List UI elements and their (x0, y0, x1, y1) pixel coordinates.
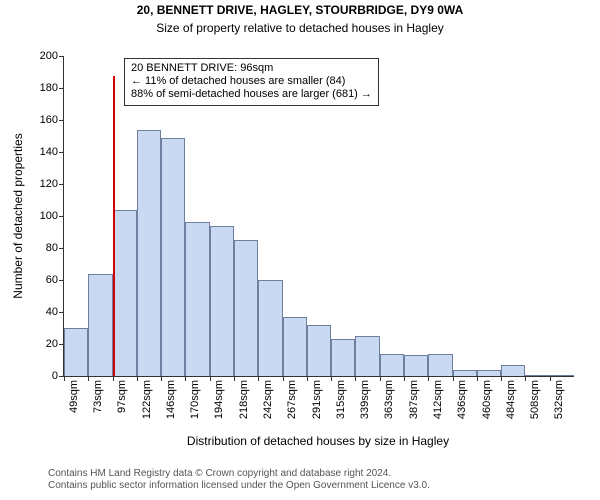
bar (64, 328, 88, 376)
y-tick-label: 200 (40, 50, 64, 62)
x-tick-label: 508sqm (529, 380, 541, 419)
x-tick-label: 267sqm (286, 380, 298, 419)
bar (185, 222, 209, 376)
x-tick-label: 412sqm (432, 380, 444, 419)
x-tick-label: 460sqm (481, 380, 493, 419)
x-tick-mark (258, 376, 259, 381)
bar (453, 370, 477, 376)
y-tick-label: 0 (52, 370, 64, 382)
x-tick-label: 73sqm (92, 380, 104, 413)
bar (234, 240, 258, 376)
x-tick-mark (283, 376, 284, 381)
x-tick-mark (185, 376, 186, 381)
footer-line-2: Contains public sector information licen… (48, 480, 430, 492)
x-tick-mark (161, 376, 162, 381)
annotation-box: 20 BENNETT DRIVE: 96sqm← 11% of detached… (124, 58, 379, 106)
x-tick-mark (234, 376, 235, 381)
y-tick-label: 140 (40, 146, 64, 158)
x-tick-label: 387sqm (408, 380, 420, 419)
bar (477, 370, 501, 376)
x-tick-label: 122sqm (141, 380, 153, 419)
bar (210, 226, 234, 376)
x-tick-label: 242sqm (262, 380, 274, 419)
bar (331, 339, 355, 376)
x-tick-label: 315sqm (335, 380, 347, 419)
bar (137, 130, 161, 376)
bar (428, 354, 452, 376)
y-axis-title: Number of detached properties (11, 133, 25, 298)
bar (113, 210, 137, 376)
x-tick-mark (210, 376, 211, 381)
x-tick-label: 339sqm (359, 380, 371, 419)
y-tick-label: 80 (46, 242, 64, 254)
x-tick-label: 170sqm (189, 380, 201, 419)
bar (258, 280, 282, 376)
annotation-line: 20 BENNETT DRIVE: 96sqm (131, 62, 372, 75)
bar (355, 336, 379, 376)
x-tick-mark (525, 376, 526, 381)
x-tick-label: 363sqm (383, 380, 395, 419)
bar (88, 274, 112, 376)
x-tick-mark (137, 376, 138, 381)
x-tick-label: 218sqm (238, 380, 250, 419)
x-tick-mark (64, 376, 65, 381)
x-tick-label: 49sqm (68, 380, 80, 413)
x-tick-mark (380, 376, 381, 381)
bar (307, 325, 331, 376)
y-tick-label: 100 (40, 210, 64, 222)
bar (380, 354, 404, 376)
bar (501, 365, 525, 376)
bar (525, 375, 549, 376)
chart-title: 20, BENNETT DRIVE, HAGLEY, STOURBRIDGE, … (0, 3, 600, 17)
x-tick-mark (331, 376, 332, 381)
x-tick-mark (404, 376, 405, 381)
x-tick-mark (550, 376, 551, 381)
bar (161, 138, 185, 376)
y-tick-label: 40 (46, 306, 64, 318)
y-tick-label: 160 (40, 114, 64, 126)
x-tick-mark (428, 376, 429, 381)
x-tick-label: 194sqm (213, 380, 225, 419)
x-tick-label: 532sqm (553, 380, 565, 419)
y-tick-label: 180 (40, 82, 64, 94)
x-tick-label: 146sqm (165, 380, 177, 419)
annotation-line: ← 11% of detached houses are smaller (84… (131, 75, 372, 88)
x-tick-mark (453, 376, 454, 381)
chart-subtitle: Size of property relative to detached ho… (0, 21, 600, 35)
x-tick-label: 291sqm (311, 380, 323, 419)
annotation-line: 88% of semi-detached houses are larger (… (131, 88, 372, 101)
x-tick-mark (113, 376, 114, 381)
x-tick-mark (307, 376, 308, 381)
x-tick-mark (355, 376, 356, 381)
reference-line (113, 76, 115, 376)
bar (404, 355, 428, 376)
x-tick-mark (88, 376, 89, 381)
bar (550, 375, 574, 376)
x-tick-label: 484sqm (505, 380, 517, 419)
footer-line-1: Contains HM Land Registry data © Crown c… (48, 468, 430, 480)
x-axis-title: Distribution of detached houses by size … (187, 434, 449, 448)
bar (283, 317, 307, 376)
plot-area: 020406080100120140160180200 49sqm73sqm97… (63, 56, 574, 377)
x-tick-mark (501, 376, 502, 381)
figure: 20, BENNETT DRIVE, HAGLEY, STOURBRIDGE, … (0, 0, 600, 500)
x-tick-label: 97sqm (116, 380, 128, 413)
y-tick-label: 60 (46, 274, 64, 286)
y-tick-label: 120 (40, 178, 64, 190)
footer-attribution: Contains HM Land Registry data © Crown c… (48, 468, 430, 492)
y-tick-label: 20 (46, 338, 64, 350)
x-tick-label: 436sqm (456, 380, 468, 419)
x-tick-mark (477, 376, 478, 381)
